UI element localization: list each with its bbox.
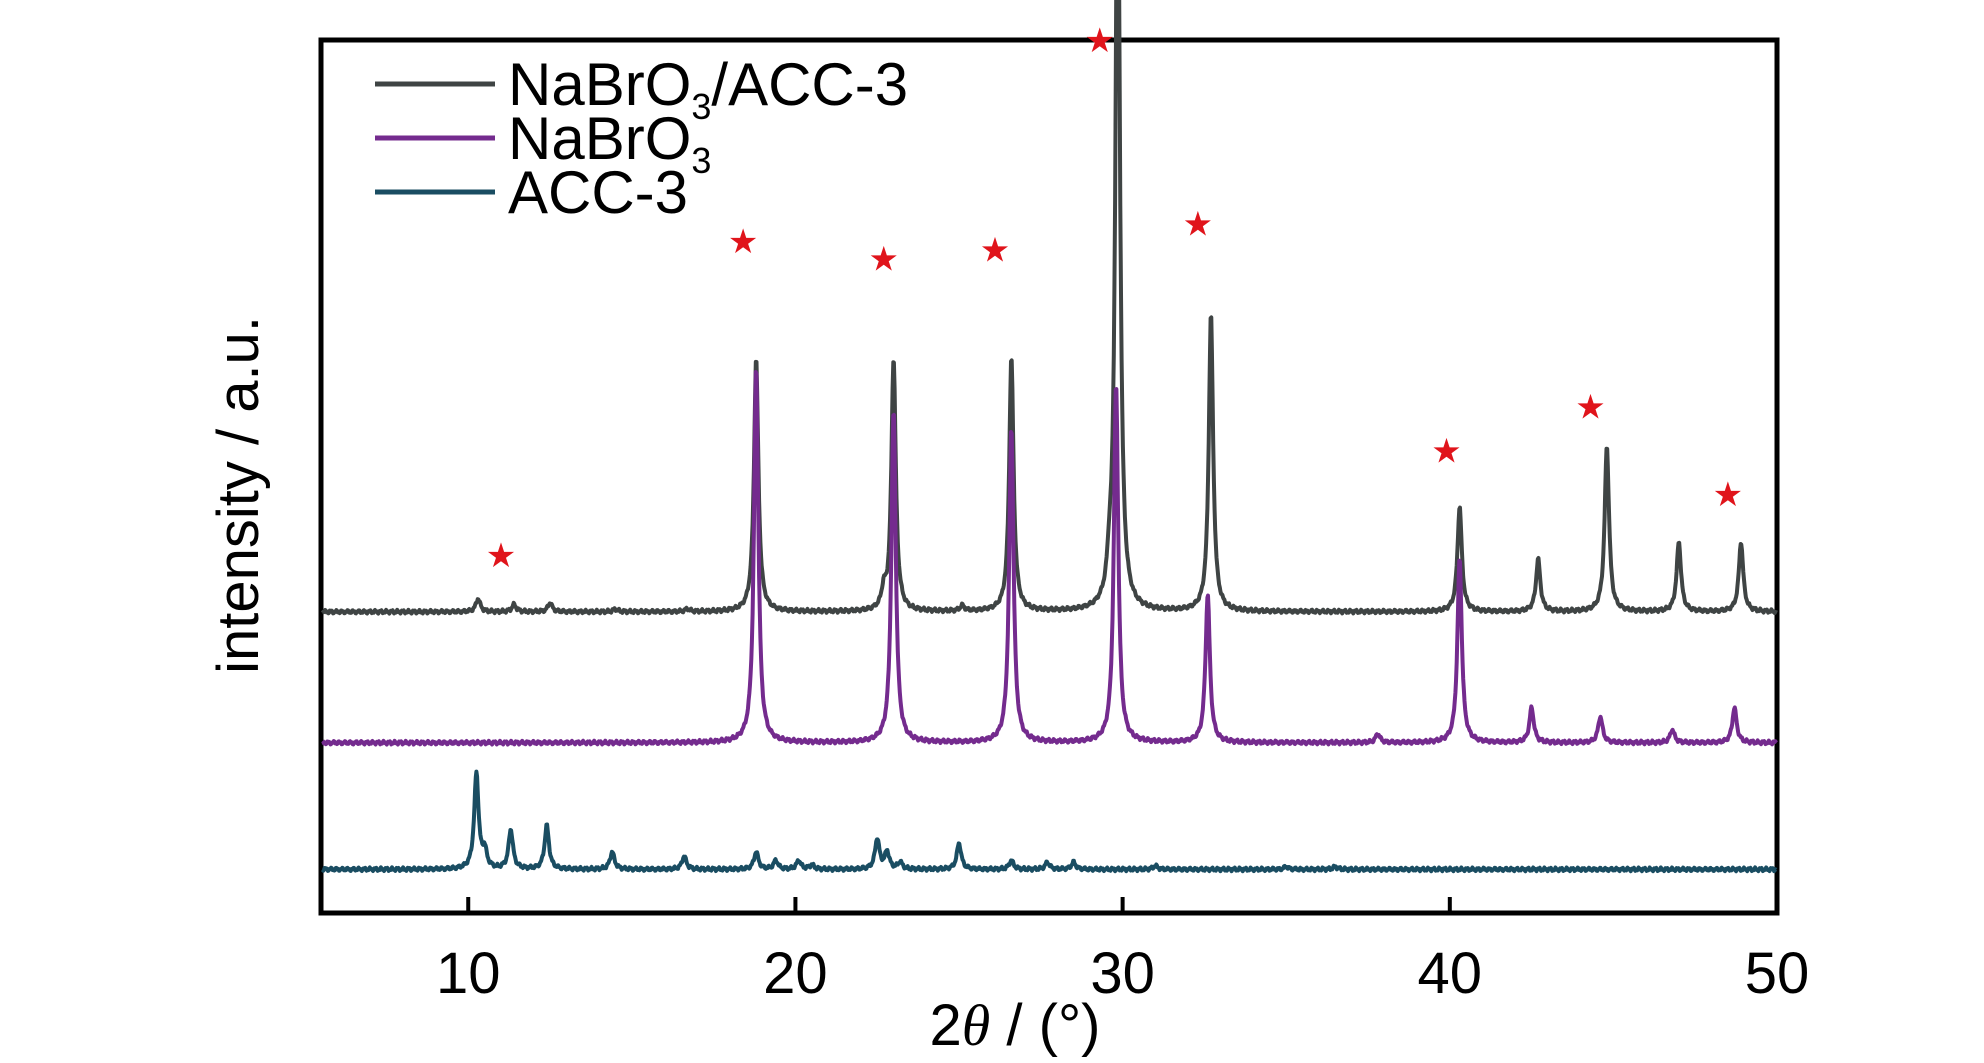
x-tick-label-1: 20: [763, 941, 828, 1006]
peak-star-7: ★: [1575, 388, 1605, 428]
legend-label-2: ACC-3: [508, 159, 688, 226]
legend-base-2: ACC-3: [508, 159, 688, 226]
peak-star-3: ★: [980, 231, 1010, 271]
legend-tail-0: /ACC-3: [711, 51, 908, 118]
peak-star-4: ★: [1084, 21, 1114, 61]
peak-star-8: ★: [1713, 475, 1743, 515]
x-axis-label-tail: / (°): [990, 993, 1100, 1058]
peak-star-5: ★: [1183, 204, 1213, 244]
legend-base-1: NaBrO: [508, 105, 691, 172]
legend-subscript-1: 3: [691, 140, 711, 181]
x-tick-label-4: 50: [1745, 941, 1810, 1006]
x-axis-ticks: [466, 897, 1779, 913]
peak-markers: ★ ★ ★ ★ ★ ★ ★ ★ ★: [486, 21, 1743, 576]
x-tick-label-2: 30: [1090, 941, 1155, 1006]
x-axis-tick-labels: 10 20 30 40 50: [436, 941, 1809, 1006]
plot-frame: [318, 37, 1780, 916]
x-axis-label-theta: θ: [962, 993, 991, 1058]
series-line-1: [321, 370, 1778, 747]
legend-label-0: NaBrO3/ACC-3: [508, 51, 908, 127]
series-curves: [320, 0, 1778, 874]
peak-star-2: ★: [869, 239, 899, 279]
x-tick-label-0: 10: [436, 941, 501, 1006]
x-tick-label-3: 40: [1418, 941, 1483, 1006]
series-line-2: [320, 769, 1778, 874]
legend-base-0: NaBrO: [508, 51, 691, 118]
legend-label-1: NaBrO3: [508, 105, 711, 181]
legend-subscript-0: 3: [691, 86, 711, 127]
x-axis-label-lead: 2: [930, 993, 962, 1058]
y-axis-label: intensity / a.u.: [206, 316, 271, 674]
peak-star-1: ★: [728, 222, 758, 262]
peak-star-6: ★: [1431, 431, 1461, 471]
x-axis-label: 2θ / (°): [930, 993, 1101, 1058]
series-line-0: [320, 0, 1778, 616]
peak-star-0: ★: [486, 536, 516, 576]
